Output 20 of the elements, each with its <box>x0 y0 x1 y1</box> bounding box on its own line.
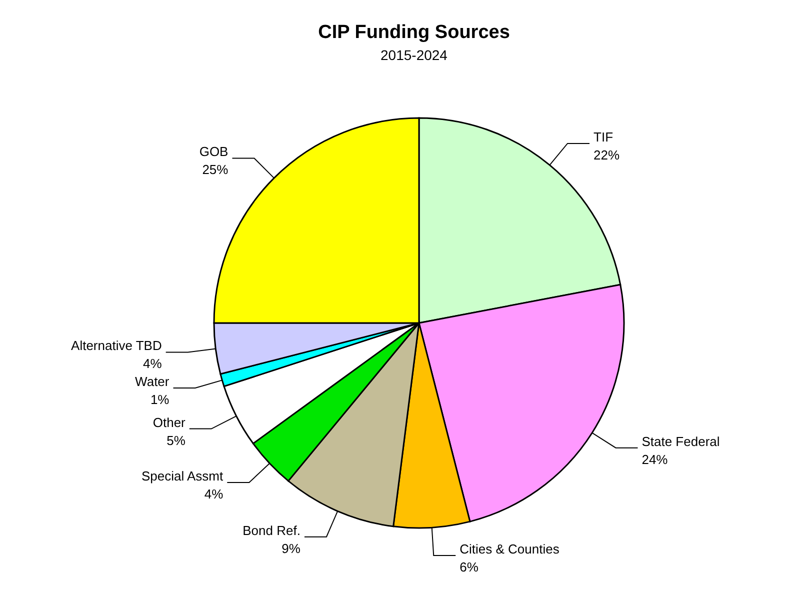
chart-title: CIP Funding Sources <box>318 22 510 43</box>
slice-label: Special Assmt <box>141 468 224 484</box>
data-label: 9% <box>282 540 301 556</box>
data-label: 4% <box>143 356 162 372</box>
slice-label: Alternative TBD <box>71 338 162 354</box>
slice-label: State Federal <box>642 434 720 449</box>
data-label: 5% <box>166 432 186 448</box>
slice-label: Other <box>152 414 186 430</box>
data-label: 22% <box>594 147 620 162</box>
slice-label: Bond Ref. <box>242 522 300 538</box>
slice-label: TIF <box>594 129 614 144</box>
data-label: 25% <box>202 162 229 178</box>
data-label: 1% <box>150 392 170 408</box>
slice-label: GOB <box>199 144 228 160</box>
chart-subtitle: 2015-2024 <box>380 47 448 63</box>
data-label: 6% <box>460 560 479 575</box>
data-label: 4% <box>204 486 224 502</box>
slice-label: Water <box>135 374 170 390</box>
slice-label: Cities & Counties <box>460 542 560 557</box>
data-label: 24% <box>642 452 668 467</box>
